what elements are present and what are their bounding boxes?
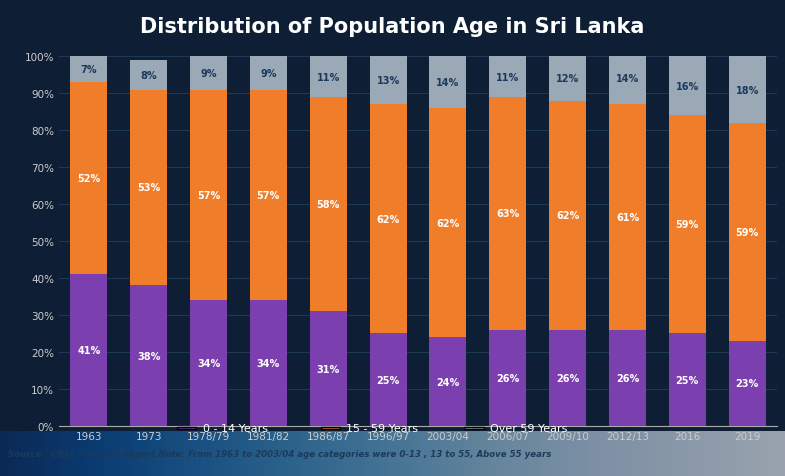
Text: 12%: 12% [556,74,579,84]
Bar [250,90,287,301]
Text: 53%: 53% [137,183,160,193]
Text: 34%: 34% [257,358,280,368]
Bar [190,57,227,90]
Bar [609,53,646,105]
Bar [728,57,766,124]
Text: 26%: 26% [496,373,520,383]
Bar [250,57,287,90]
Bar [370,334,407,426]
Text: 58%: 58% [316,200,340,209]
Bar [429,109,466,337]
Text: 25%: 25% [676,375,699,385]
Bar [609,330,646,426]
Bar [669,116,706,334]
Bar [70,57,108,83]
Text: Over 59 Years: Over 59 Years [491,424,568,433]
Bar [130,90,167,286]
Text: 57%: 57% [257,190,280,200]
Text: 25%: 25% [377,375,400,385]
Text: 59%: 59% [736,228,759,238]
Bar [429,337,466,426]
Text: Distribution of Population Age in Sri Lanka: Distribution of Population Age in Sri La… [141,18,644,37]
Text: 16%: 16% [676,82,699,91]
Text: 9%: 9% [260,69,276,79]
Bar [190,90,227,301]
Text: 15 - 59 Years: 15 - 59 Years [346,424,418,433]
Bar [250,301,287,426]
Bar [370,57,407,105]
Bar [309,312,347,426]
Text: 57%: 57% [197,190,220,200]
Bar [609,105,646,330]
Text: 14%: 14% [616,74,639,84]
Bar [370,105,407,334]
Text: 63%: 63% [496,209,520,219]
Bar [130,286,167,426]
Text: 14%: 14% [436,78,459,88]
Bar [309,98,347,312]
Text: 26%: 26% [556,373,579,383]
Text: 31%: 31% [316,364,340,374]
Text: 62%: 62% [556,211,579,221]
Text: 34%: 34% [197,358,220,368]
Bar [70,83,108,275]
Text: 11%: 11% [496,72,520,82]
Text: 41%: 41% [77,346,100,356]
FancyBboxPatch shape [320,427,340,429]
Bar [549,101,586,330]
Text: 61%: 61% [616,213,639,223]
Text: 13%: 13% [377,76,400,86]
Text: 26%: 26% [616,373,639,383]
Bar [70,275,108,426]
Text: 18%: 18% [736,85,759,95]
Text: 0 - 14 Years: 0 - 14 Years [203,424,268,433]
Bar [429,57,466,109]
Text: 62%: 62% [436,218,459,228]
Bar [489,330,527,426]
Bar [669,334,706,426]
Text: 24%: 24% [436,377,459,387]
Text: Source : CBSL – Annual Report Note: From 1963 to 2003/04 age categories were 0-1: Source : CBSL – Annual Report Note: From… [8,449,551,458]
Text: 52%: 52% [77,174,100,184]
Text: 11%: 11% [316,72,340,82]
Bar [728,341,766,426]
Bar [728,123,766,341]
Text: 8%: 8% [141,70,157,80]
Text: 59%: 59% [676,220,699,230]
FancyBboxPatch shape [465,427,484,429]
Bar [549,57,586,101]
Bar [489,98,527,330]
FancyBboxPatch shape [177,427,196,429]
Text: 7%: 7% [81,65,97,75]
Text: 38%: 38% [137,351,160,361]
Text: 9%: 9% [200,69,217,79]
Text: 23%: 23% [736,378,759,388]
Bar [130,61,167,90]
Bar [489,57,527,98]
Bar [309,57,347,98]
Text: 62%: 62% [377,215,400,224]
Bar [190,301,227,426]
Bar [549,330,586,426]
Bar [669,57,706,116]
